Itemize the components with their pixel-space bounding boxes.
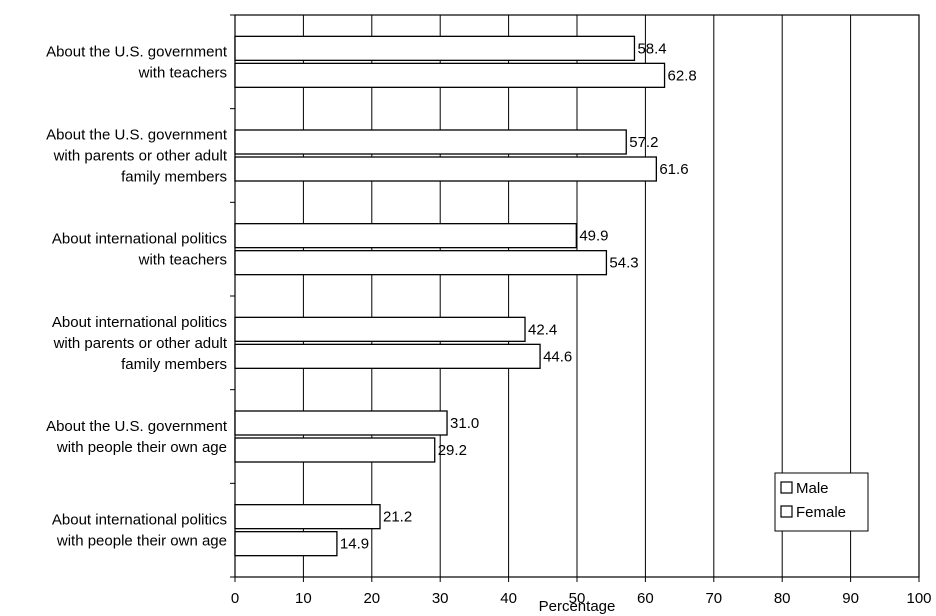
data-label-male: 57.2 xyxy=(629,134,658,151)
category-label: About international politics xyxy=(52,512,227,529)
data-label-male: 21.2 xyxy=(383,509,412,526)
x-tick-label: 10 xyxy=(295,590,312,607)
bar-female-0 xyxy=(234,62,666,88)
x-tick-label: 100 xyxy=(906,590,931,607)
category-label: family members xyxy=(121,169,227,186)
data-label-male: 31.0 xyxy=(450,415,479,432)
data-label-female: 44.6 xyxy=(543,348,572,365)
category-label: with parents or other adult xyxy=(53,335,228,352)
category-label: with people their own age xyxy=(56,439,227,456)
category-label: About the U.S. government xyxy=(46,418,228,435)
legend-label-male: Male xyxy=(796,480,829,497)
data-label-female: 62.8 xyxy=(668,67,697,84)
category-label: About the U.S. government xyxy=(46,127,228,144)
bar-male-0 xyxy=(234,35,636,61)
bar-male-3 xyxy=(234,316,526,342)
x-tick-label: 50 xyxy=(569,590,586,607)
data-label-female: 29.2 xyxy=(438,442,467,459)
category-label: with people their own age xyxy=(56,533,227,550)
category-label: About the U.S. government xyxy=(46,43,228,60)
x-tick-label: 70 xyxy=(705,590,722,607)
legend-label-female: Female xyxy=(796,504,846,521)
bar-male-1 xyxy=(234,129,627,155)
bar-female-3 xyxy=(234,343,541,369)
data-label-female: 14.9 xyxy=(340,536,369,553)
bar-female-4 xyxy=(234,437,436,463)
category-label: with teachers xyxy=(138,252,227,269)
category-label: with parents or other adult xyxy=(53,148,228,165)
legend-swatch-male xyxy=(780,481,793,494)
data-label-female: 61.6 xyxy=(659,161,688,178)
x-axis-title: Percentage xyxy=(539,598,616,615)
x-tick-label: 30 xyxy=(432,590,449,607)
legend-swatch-female xyxy=(780,505,793,518)
x-tick-label: 40 xyxy=(500,590,517,607)
x-tick-label: 90 xyxy=(842,590,859,607)
data-label-male: 42.4 xyxy=(528,321,557,338)
category-label: family members xyxy=(121,356,227,373)
bar-male-5 xyxy=(234,504,381,530)
category-label: About international politics xyxy=(52,314,227,331)
data-label-female: 54.3 xyxy=(609,255,638,272)
category-label: with teachers xyxy=(138,64,227,81)
x-tick-label: 20 xyxy=(363,590,380,607)
data-label-male: 58.4 xyxy=(637,40,666,57)
bar-male-4 xyxy=(234,410,448,436)
bar-female-5 xyxy=(234,531,338,557)
category-label: About international politics xyxy=(52,231,227,248)
data-label-male: 49.9 xyxy=(579,228,608,245)
x-tick-label: 80 xyxy=(774,590,791,607)
x-tick-label: 60 xyxy=(637,590,654,607)
bar-female-1 xyxy=(234,156,657,182)
x-tick-label: 0 xyxy=(231,590,239,607)
bar-female-2 xyxy=(234,250,608,276)
bar-male-2 xyxy=(234,223,577,249)
